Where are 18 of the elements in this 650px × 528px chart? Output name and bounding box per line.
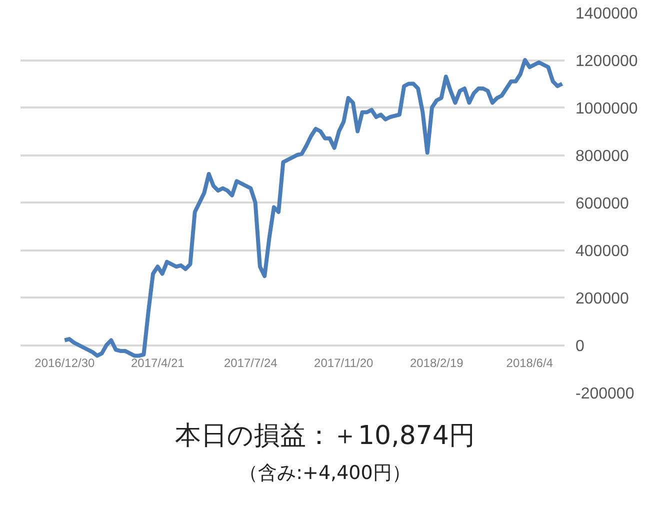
y-tick-label: 800000	[576, 148, 629, 165]
x-tick-label: 2018/6/4	[506, 356, 554, 370]
y-tick-label: 0	[576, 338, 584, 355]
x-tick-label: 2017/7/24	[224, 356, 278, 370]
y-tick-label: 1200000	[576, 53, 638, 70]
y-tick-label: -200000	[576, 386, 634, 402]
y-tick-label: 200000	[576, 290, 629, 308]
line-series	[62, 58, 564, 358]
y-tick-label: 600000	[576, 196, 629, 212]
x-tick-label: 2016/12/30	[34, 356, 96, 370]
y-tick-label: 1400000	[576, 6, 638, 22]
text: 本日の損益：＋10,874円	[175, 420, 475, 453]
y-tick-label: 1000000	[576, 100, 638, 118]
y-tick-label: 400000	[576, 243, 629, 260]
text: （含み:+4,400円）	[239, 461, 411, 486]
x-tick-label: 2018/2/19	[410, 356, 464, 370]
x-tick-label: 2017/4/21	[130, 356, 185, 370]
x-tick-label: 2017/11/20	[314, 356, 374, 370]
